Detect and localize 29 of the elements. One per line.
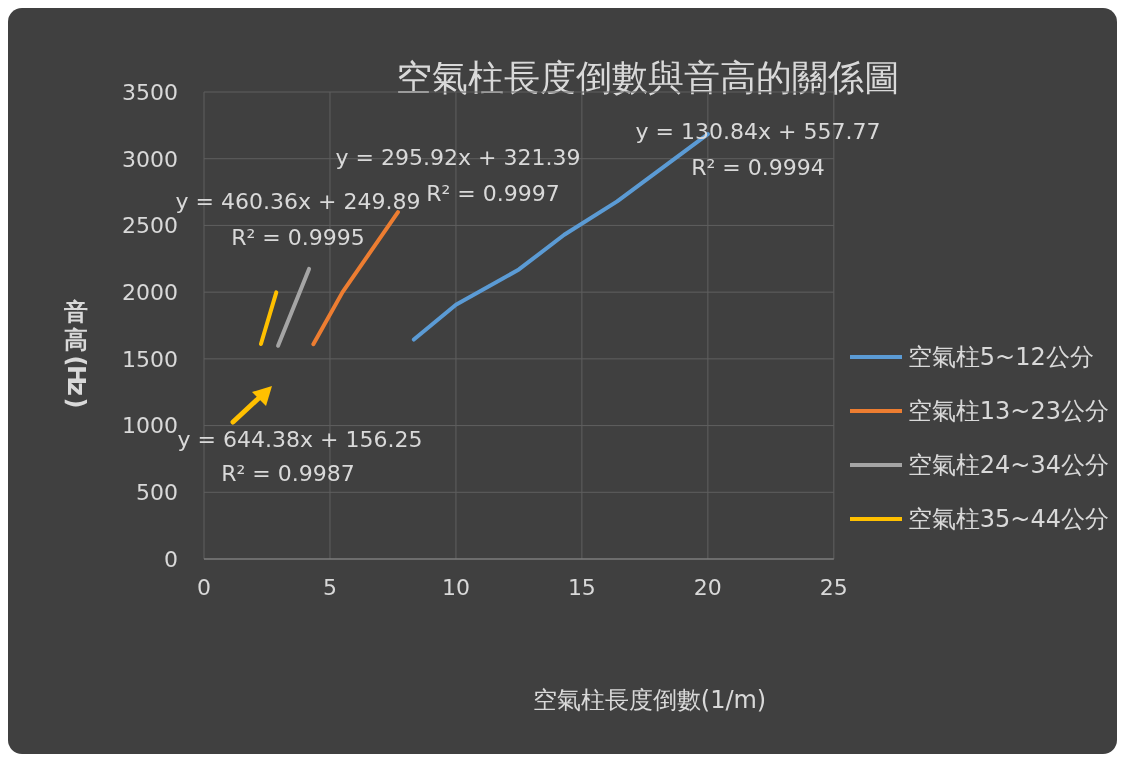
annotation: R² = 0.9997 [426, 181, 560, 206]
y-tick-label: 2000 [122, 279, 178, 305]
x-tick-label: 25 [819, 574, 848, 600]
y-tick-label: 2500 [122, 213, 178, 239]
annotation: y = 460.36x + 249.89 [175, 189, 421, 214]
y-tick-label: 1000 [122, 413, 178, 439]
x-tick-label: 15 [567, 574, 596, 600]
annotation: R² = 0.9995 [231, 225, 365, 250]
legend-label: 空氣柱13~23公分 [907, 396, 1109, 427]
annotation: R² = 0.9994 [691, 155, 825, 180]
annotation: R² = 0.9987 [221, 461, 355, 486]
annotation: y = 130.84x + 557.77 [635, 119, 881, 144]
legend-label: 空氣柱24~34公分 [907, 450, 1109, 481]
legend-label: 空氣柱35~44公分 [907, 504, 1109, 535]
chart-title: 空氣柱長度倒數與音高的關係圖 [396, 57, 900, 98]
annotation: y = 295.92x + 321.39 [335, 145, 581, 170]
x-axis-title: 空氣柱長度倒數(1/m) [531, 685, 768, 716]
y-tick-label: 3500 [122, 79, 178, 105]
annotation: y = 644.38x + 156.25 [177, 427, 423, 452]
x-tick-label: 5 [322, 574, 337, 600]
y-tick-label: 3000 [122, 146, 178, 172]
y-tick-label: 500 [136, 480, 178, 506]
x-tick-label: 0 [197, 574, 211, 600]
y-axis-title: 音高(Hz) [62, 298, 90, 409]
x-tick-label: 20 [693, 574, 722, 600]
y-tick-label: 1500 [122, 346, 178, 372]
legend-label: 空氣柱5~12公分 [907, 342, 1094, 373]
y-tick-label: 0 [164, 546, 178, 572]
x-tick-label: 10 [441, 574, 470, 600]
